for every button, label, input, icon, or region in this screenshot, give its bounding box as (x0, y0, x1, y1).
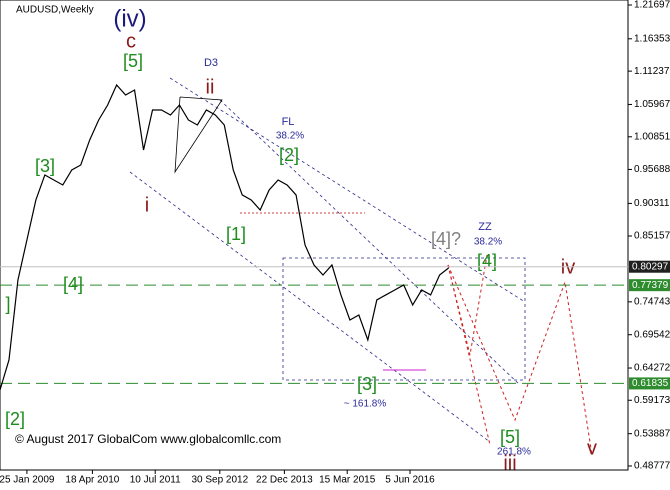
annotation: [5] (123, 51, 143, 71)
annotation: 38.2% (276, 131, 304, 142)
y-tick-label: 1.11237 (634, 66, 670, 77)
annotation: 261.8% (497, 447, 531, 458)
annotation: ii (206, 76, 215, 98)
annotation: [1] (226, 224, 246, 244)
chart-title: AUDUSD,Weekly (16, 5, 94, 16)
annotation: (iv) (113, 5, 146, 32)
x-tick-label: 5 Jun 2016 (385, 475, 435, 486)
annotation: ZZ (478, 221, 492, 233)
y-tick-label: 1.05967 (634, 99, 670, 110)
y-tick-label: 0.48777 (634, 461, 670, 472)
annotation: FL (282, 116, 295, 128)
annotation: [2] (279, 145, 299, 165)
annotation: [3] (35, 156, 55, 176)
y-tick-label: 1.16353 (634, 33, 670, 44)
x-tick-label: 18 Apr 2010 (65, 475, 119, 486)
price-line (0, 83, 449, 391)
level-label-bg (629, 279, 670, 292)
y-tick-label: 0.59173 (634, 395, 670, 406)
copyright: © August 2017 GlobalCom www.globalcomllc… (15, 432, 281, 446)
level-label: 0.61835 (632, 378, 669, 389)
x-tick-label: 15 Mar 2015 (319, 475, 376, 486)
plot-frame (0, 0, 629, 471)
annotation: D3 (204, 57, 218, 69)
level-label: 0.80297 (632, 261, 669, 272)
annotation: ] (5, 294, 10, 314)
annotation: [4] (63, 274, 83, 294)
annotation: 38.2% (474, 237, 502, 248)
y-tick-label: 0.95688 (634, 164, 670, 175)
x-tick-label: 30 Sep 2012 (191, 475, 248, 486)
x-tick-label: 10 Jul 2011 (130, 475, 181, 486)
annotation: i (145, 194, 149, 216)
annotation: [4] (477, 251, 497, 271)
annotation: iii (503, 452, 516, 474)
level-label-bg (629, 260, 670, 273)
x-tick-label: 22 Dec 2013 (256, 475, 313, 486)
y-tick-label: 0.85157 (634, 231, 670, 242)
level-label-bg (629, 377, 670, 390)
y-tick-label: 0.74743 (634, 296, 670, 307)
annotation: c (126, 30, 136, 52)
y-tick-label: 0.69542 (634, 329, 670, 340)
y-tick-label: 1.21697 (634, 0, 670, 11)
annotation: [5] (500, 427, 520, 447)
annotation: iv (561, 256, 575, 278)
x-tick-label: 25 Jan 2009 (0, 475, 55, 486)
y-tick-label: 0.53887 (634, 428, 670, 439)
annotation: [2] (5, 409, 25, 429)
annotation: v (587, 437, 597, 459)
level-label: 0.77379 (632, 280, 669, 291)
y-tick-label: 0.90311 (634, 198, 670, 209)
channels (129, 77, 593, 456)
y-tick-label: 0.64272 (634, 363, 670, 374)
wave-labels: (iv) c [5] ii D3 FL 38.2% [2] [3] i [1] … (5, 5, 597, 474)
annotation: [4]? (431, 229, 461, 249)
y-tick-label: 1.00851 (634, 131, 670, 142)
annotation: ~ 161.8% (344, 399, 387, 410)
